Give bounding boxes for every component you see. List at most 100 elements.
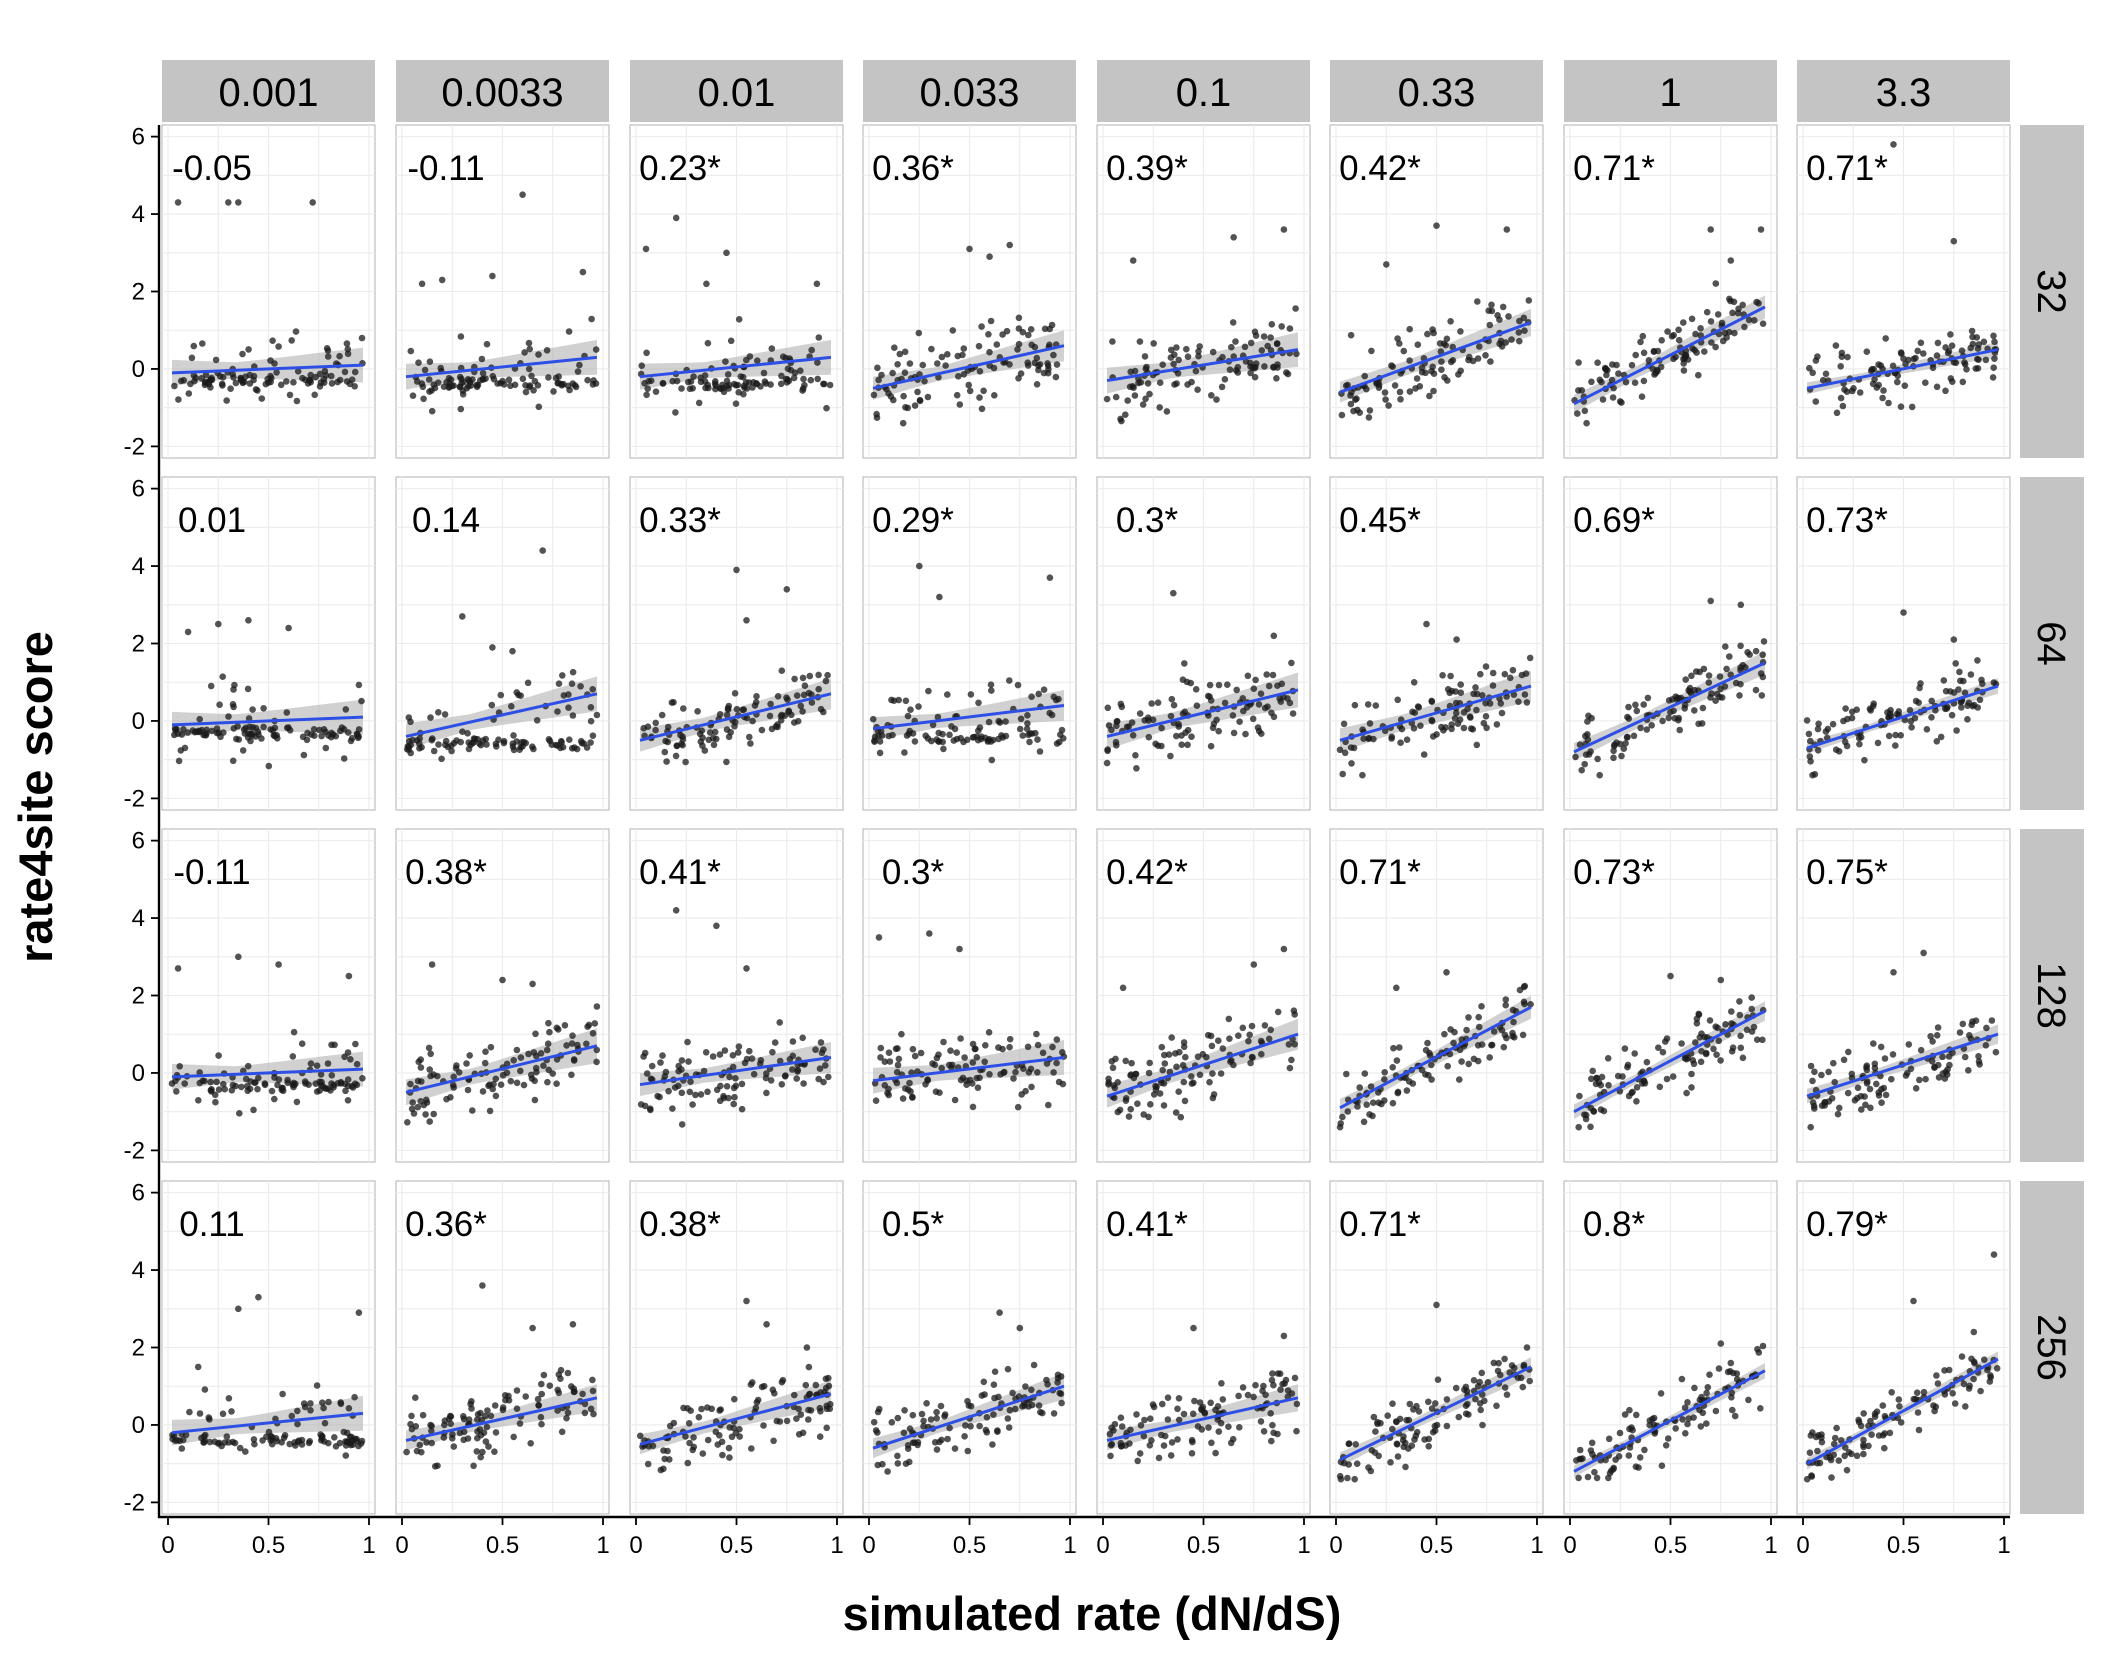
data-point [219,373,227,381]
data-point [766,712,774,720]
data-point [408,1412,415,1420]
data-point [1155,1454,1163,1462]
data-point [1759,651,1766,658]
data-point [1027,326,1035,333]
data-point [293,397,301,405]
correlation-label: 0.42* [1339,149,1421,188]
data-point [1166,1068,1174,1076]
data-point [1759,320,1767,328]
data-point [1106,1430,1114,1438]
data-point [288,1412,296,1420]
data-point [732,400,740,408]
data-point [1637,338,1644,346]
data-point [1939,1053,1946,1061]
correlation-label: 0.71* [1573,149,1655,188]
data-point [1205,712,1212,719]
data-point [1444,377,1451,384]
data-point [1658,337,1665,344]
data-point [1898,350,1905,358]
data-point [1394,696,1401,704]
data-point [1028,1083,1035,1091]
data-point [569,712,577,719]
data-point [522,1393,529,1400]
data-point [570,1056,578,1063]
data-point [1455,371,1462,378]
data-point [341,368,349,376]
data-point [1344,1108,1352,1115]
data-point [1727,297,1734,305]
data-point [1050,351,1057,359]
data-point [344,345,352,353]
data-point [1736,692,1743,699]
data-point [328,1072,336,1079]
data-point [1229,1435,1237,1443]
data-point [428,1439,436,1447]
regression-line [639,1055,832,1087]
data-point [1976,1061,1983,1068]
data-point [1279,1380,1286,1388]
data-point [991,1368,999,1375]
data-point [953,391,961,399]
correlation-label: 0.73* [1573,853,1655,892]
x-tick-label: 0.5 [720,1532,753,1559]
data-point [540,1062,547,1069]
data-point [466,1052,474,1059]
data-point [776,1019,783,1026]
data-point [593,1003,601,1010]
regression-line [171,715,364,727]
data-point [469,1107,476,1114]
data-point [1258,1050,1265,1058]
data-point [324,353,332,360]
data-point [1632,701,1639,709]
data-point [1046,341,1053,349]
correlation-label: -0.11 [173,853,250,892]
data-point [1827,1456,1835,1464]
data-point [1522,670,1530,677]
data-point [1968,1355,1975,1363]
data-point [353,731,361,738]
data-point [1396,1415,1404,1423]
data-point [1654,367,1661,375]
data-point [1873,1408,1881,1415]
data-point [316,1087,324,1094]
data-point [1833,409,1841,417]
data-point [1912,1085,1920,1092]
data-point [805,1416,812,1423]
facet-panel: 0.5* [862,1180,1077,1515]
data-point [182,1431,190,1439]
data-point [1908,403,1916,411]
data-point [1958,347,1966,355]
data-point [1682,676,1689,683]
data-point [976,724,984,731]
data-point [1192,367,1200,375]
facet-panel: 0.71* [1796,124,2011,459]
data-point [774,693,782,700]
data-point [269,337,276,345]
data-point [986,253,993,260]
data-point [974,1084,982,1091]
data-point [412,1394,419,1401]
data-point [989,1441,996,1448]
data-point [1226,366,1234,374]
data-point [1118,1423,1126,1430]
data-point [340,726,348,733]
data-point [345,972,353,980]
data-point [1136,1450,1144,1457]
data-point [1179,1061,1187,1069]
data-point [1183,345,1190,353]
data-point [1861,756,1868,764]
data-point [1424,330,1431,338]
data-point [645,378,652,385]
data-point [294,1407,301,1415]
data-point [965,381,972,389]
data-point [1933,738,1941,745]
data-point [1705,672,1713,679]
data-point [289,1053,297,1060]
facet-panel: -0.11 [161,828,376,1163]
data-point [1882,1091,1890,1099]
data-point [460,1428,468,1436]
data-point [589,1387,597,1395]
data-point [228,1408,235,1415]
data-point [589,381,597,388]
data-point [1206,1078,1213,1086]
